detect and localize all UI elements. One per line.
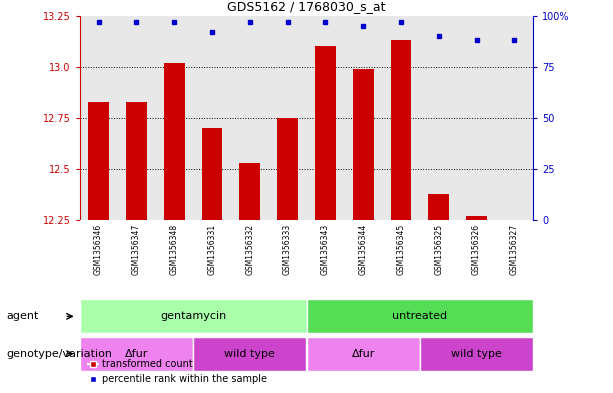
Text: wild type: wild type	[224, 349, 275, 359]
Text: Δfur: Δfur	[351, 349, 375, 359]
Bar	[428, 193, 449, 220]
Text: GSM1356333: GSM1356333	[283, 224, 292, 275]
Text: GSM1356332: GSM1356332	[245, 224, 254, 275]
Bar	[202, 128, 223, 220]
Bar	[80, 299, 306, 333]
Bar	[390, 40, 411, 220]
Bar	[420, 337, 533, 371]
Bar	[164, 63, 185, 220]
Bar	[353, 69, 373, 220]
Bar	[193, 337, 306, 371]
Text: GSM1356327: GSM1356327	[510, 224, 519, 275]
Text: GSM1356348: GSM1356348	[170, 224, 179, 275]
Text: GSM1356331: GSM1356331	[207, 224, 216, 275]
Text: genotype/variation: genotype/variation	[6, 349, 112, 359]
Bar	[315, 46, 336, 220]
Text: GSM1356345: GSM1356345	[397, 224, 406, 275]
Text: wild type: wild type	[451, 349, 502, 359]
Bar	[306, 337, 420, 371]
Text: Δfur: Δfur	[124, 349, 148, 359]
Text: GSM1356347: GSM1356347	[132, 224, 141, 275]
Bar	[80, 337, 193, 371]
Bar	[277, 118, 298, 220]
Text: GSM1356346: GSM1356346	[94, 224, 103, 275]
Text: GSM1356344: GSM1356344	[359, 224, 368, 275]
Legend: transformed count, percentile rank within the sample: transformed count, percentile rank withi…	[85, 356, 271, 388]
Bar	[466, 216, 487, 220]
Text: agent: agent	[6, 311, 39, 321]
Bar	[126, 101, 147, 220]
Text: GSM1356343: GSM1356343	[321, 224, 330, 275]
Bar	[88, 101, 109, 220]
Text: gentamycin: gentamycin	[160, 311, 226, 321]
Text: GSM1356326: GSM1356326	[472, 224, 481, 275]
Bar	[306, 299, 533, 333]
Title: GDS5162 / 1768030_s_at: GDS5162 / 1768030_s_at	[227, 0, 386, 13]
Text: untreated: untreated	[392, 311, 447, 321]
Bar	[240, 163, 260, 220]
Text: GSM1356325: GSM1356325	[434, 224, 443, 275]
